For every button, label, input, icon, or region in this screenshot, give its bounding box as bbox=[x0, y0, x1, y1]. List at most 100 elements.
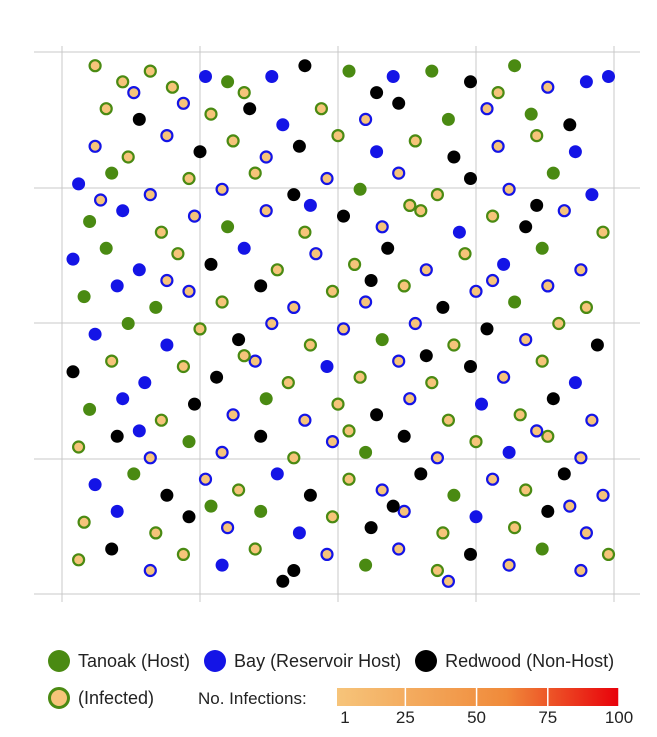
color-bar-tick-marks bbox=[404, 688, 620, 706]
redwood-point bbox=[66, 365, 80, 379]
bay-point bbox=[72, 177, 86, 191]
tanoak-infected-point bbox=[541, 429, 555, 443]
tanoak-point bbox=[508, 295, 522, 309]
infected-legend: (Infected) bbox=[48, 687, 168, 709]
legend-redwood-label: Redwood (Non-Host) bbox=[445, 650, 615, 671]
redwood-point bbox=[519, 220, 533, 234]
tanoak-point bbox=[524, 107, 538, 121]
bay-infected-point bbox=[541, 80, 555, 94]
bay-infected-point bbox=[248, 354, 262, 368]
redwood-point bbox=[464, 172, 477, 185]
redwood-point bbox=[370, 86, 384, 100]
tanoak-point bbox=[441, 112, 455, 126]
tanoak-infected-point bbox=[154, 413, 168, 427]
scale-tick-75: 75 bbox=[538, 708, 558, 727]
tanoak-infected-point bbox=[430, 563, 444, 578]
tanoak-point bbox=[99, 241, 113, 255]
bay-infected-point bbox=[563, 499, 577, 513]
bay-infected-point bbox=[336, 322, 351, 336]
bay-point bbox=[110, 504, 124, 518]
tanoak-infected-point bbox=[530, 129, 544, 143]
bay-infected-point bbox=[359, 295, 373, 309]
redwood-point bbox=[386, 499, 400, 513]
bay-infected-point bbox=[215, 445, 229, 459]
tanoak-point bbox=[535, 542, 549, 556]
bay-point bbox=[199, 70, 212, 83]
tanoak-infected-point bbox=[143, 64, 157, 78]
bay-infected-point bbox=[182, 284, 196, 298]
redwood-point bbox=[182, 510, 196, 524]
tanoak-infected-point bbox=[204, 107, 218, 121]
redwood-point bbox=[105, 542, 119, 556]
tanoak-infected-point bbox=[270, 263, 284, 277]
legend-infected[interactable]: (Infected) bbox=[48, 687, 154, 709]
bay-infected-point bbox=[375, 220, 389, 234]
bay-infected-point bbox=[596, 488, 610, 502]
tanoak-infected-point bbox=[226, 134, 240, 148]
tanoak-point bbox=[447, 488, 461, 502]
tanoak-infected-point bbox=[232, 483, 246, 497]
bay-infected-point bbox=[320, 547, 334, 562]
tanoak-point bbox=[83, 402, 97, 416]
tanoak-point bbox=[221, 220, 235, 234]
bay-point bbox=[292, 526, 306, 540]
bay-infected-point bbox=[557, 204, 571, 218]
tanoak-point bbox=[105, 166, 119, 180]
bay-point bbox=[265, 70, 279, 83]
redwood-point bbox=[464, 75, 477, 89]
bay-infected-point bbox=[375, 483, 389, 497]
redwood-point bbox=[464, 360, 477, 373]
tanoak-infected-point bbox=[458, 247, 472, 261]
legend-redwood[interactable]: Redwood (Non-Host) bbox=[415, 650, 614, 672]
tanoak-infected-point bbox=[342, 424, 356, 438]
redwood-point bbox=[397, 429, 411, 443]
legend-bay[interactable]: Bay (Reservoir Host) bbox=[204, 650, 401, 672]
tanoak-infected-point bbox=[325, 284, 340, 298]
legend-tanoak-label: Tanoak (Host) bbox=[78, 650, 191, 671]
tanoak-infected-point bbox=[182, 171, 196, 186]
legend-bay-label: Bay (Reservoir Host) bbox=[234, 650, 402, 671]
redwood-point bbox=[392, 96, 406, 110]
tanoak-infected-point bbox=[331, 129, 345, 143]
tanoak-point bbox=[83, 215, 97, 228]
redwood-point bbox=[287, 564, 301, 577]
tanoak-infected-point bbox=[149, 526, 163, 540]
tanoak-infected-point bbox=[77, 515, 91, 529]
redwood-point bbox=[303, 488, 317, 502]
redwood-point bbox=[414, 467, 428, 481]
redwood-point bbox=[276, 574, 290, 588]
scatter-plot bbox=[34, 46, 640, 602]
bay-infected-point bbox=[408, 316, 422, 331]
tanoak-swatch bbox=[48, 650, 70, 672]
bay-infected-point bbox=[574, 451, 588, 465]
bay-point bbox=[110, 279, 124, 293]
bay-infected-point bbox=[585, 413, 599, 427]
redwood-point bbox=[193, 145, 207, 159]
bay-point bbox=[469, 510, 483, 524]
tanoak-infected-point bbox=[507, 520, 522, 535]
tanoak-infected-point bbox=[397, 279, 411, 293]
bay-point bbox=[88, 327, 102, 341]
redwood-point bbox=[110, 429, 124, 443]
scale-tick-labels: 1 25 50 75 100 bbox=[334, 708, 633, 730]
bay-point bbox=[116, 392, 130, 406]
tanoak-infected-point bbox=[237, 85, 251, 100]
tanoak-point bbox=[149, 300, 163, 314]
tanoak-infected-point bbox=[331, 397, 345, 411]
scale-tick-1: 1 bbox=[340, 708, 350, 727]
tanoak-point bbox=[182, 435, 196, 449]
bay-infected-point bbox=[93, 193, 108, 207]
tanoak-infected-point bbox=[486, 209, 500, 223]
bay-infected-point bbox=[530, 424, 544, 438]
redwood-point bbox=[480, 322, 494, 336]
legend-tanoak[interactable]: Tanoak (Host) bbox=[48, 650, 190, 672]
tanoak-point bbox=[342, 64, 356, 78]
redwood-point bbox=[546, 392, 560, 406]
bay-infected-point bbox=[198, 472, 213, 486]
bay-infected-point bbox=[88, 139, 102, 153]
bay-infected-point bbox=[502, 182, 516, 196]
bay-infected-point bbox=[320, 171, 334, 186]
redwood-point bbox=[436, 300, 450, 314]
bay-point bbox=[475, 397, 488, 411]
bay-point bbox=[370, 145, 384, 159]
